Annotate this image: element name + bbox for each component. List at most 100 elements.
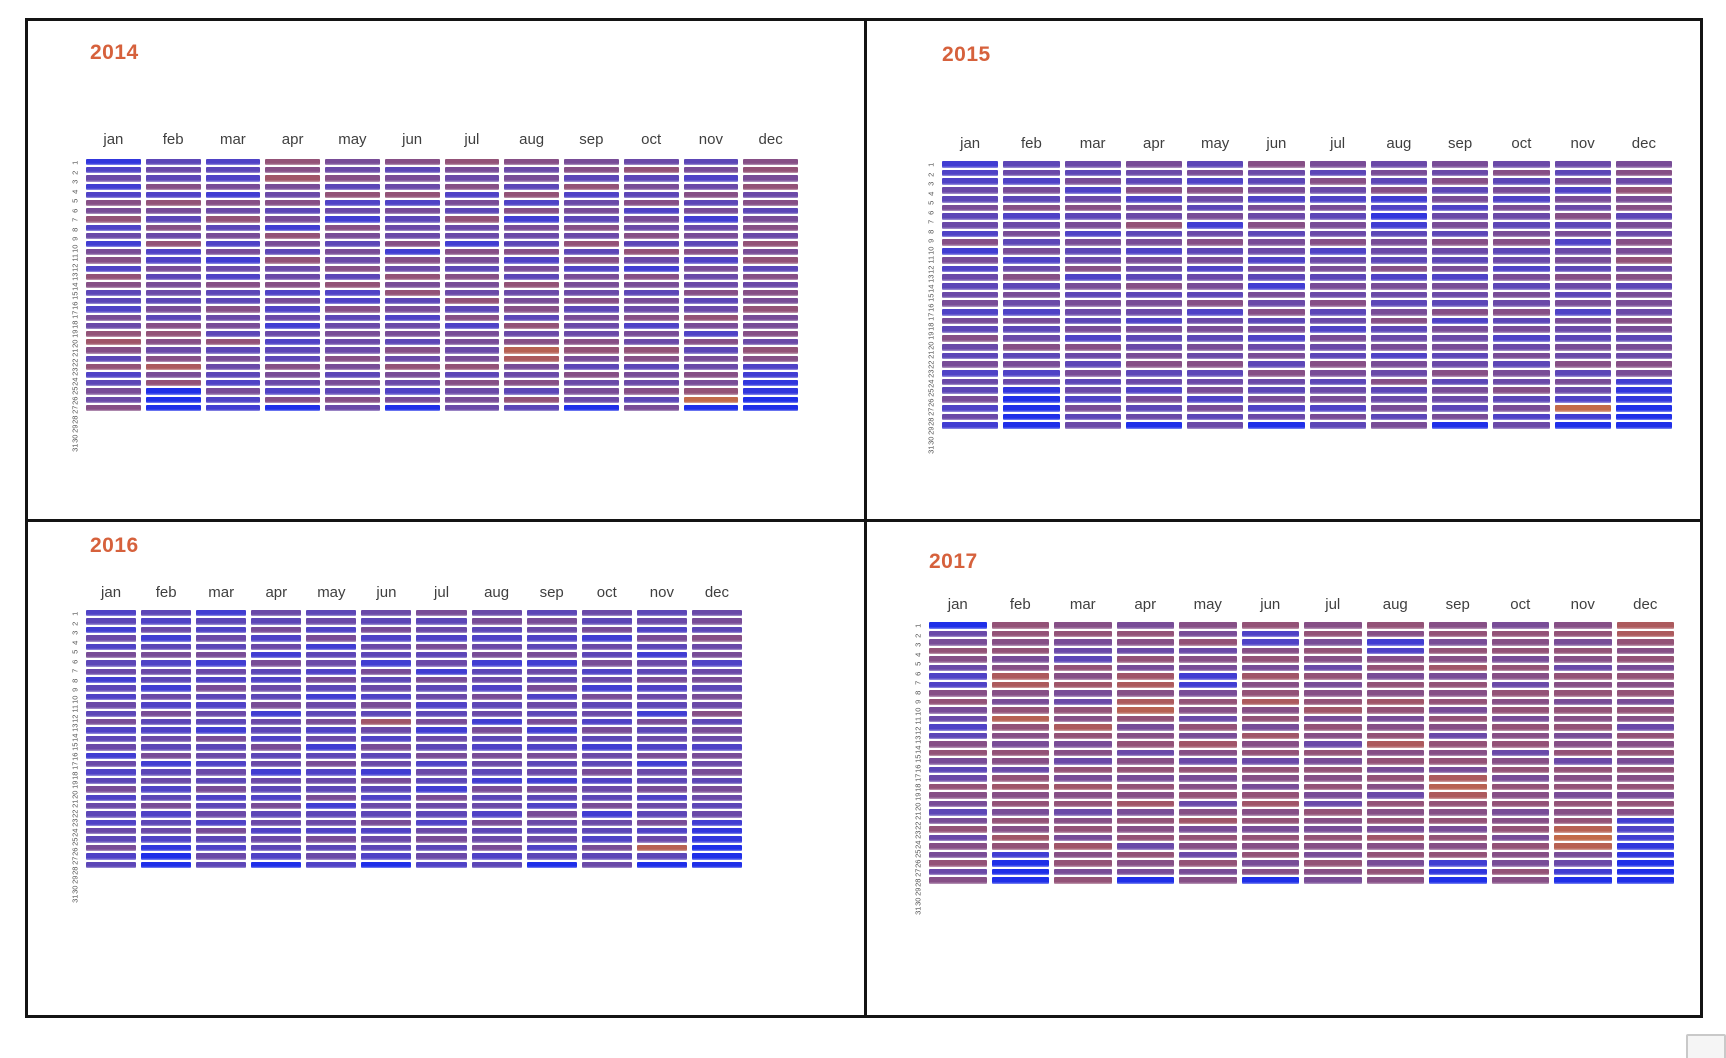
heatmap-cell bbox=[1241, 656, 1299, 663]
heatmap-cell bbox=[1248, 248, 1305, 255]
heatmap-cell bbox=[581, 643, 632, 650]
heatmap-cell bbox=[1429, 877, 1487, 884]
heatmap-cell bbox=[86, 836, 137, 843]
heatmap-cell bbox=[306, 643, 357, 650]
heatmap-cell bbox=[1554, 213, 1611, 220]
heatmap-cell bbox=[361, 727, 412, 734]
heatmap-cell bbox=[743, 224, 798, 231]
heatmap-cell bbox=[623, 175, 679, 182]
heatmap-cell bbox=[636, 777, 687, 785]
heatmap-cell bbox=[1003, 161, 1060, 168]
heatmap-cell bbox=[1241, 766, 1299, 774]
month-label: apr bbox=[1143, 135, 1165, 152]
heatmap-cell bbox=[1304, 860, 1362, 867]
heatmap-cell bbox=[581, 685, 632, 692]
heatmap-cell bbox=[1366, 630, 1424, 638]
heatmap-cell bbox=[1179, 707, 1237, 714]
heatmap-cell bbox=[86, 744, 137, 751]
heatmap-cell bbox=[471, 861, 522, 868]
heatmap-cell bbox=[1554, 792, 1612, 799]
heatmap-cell bbox=[265, 363, 320, 371]
heatmap-cell bbox=[196, 735, 247, 743]
heatmap-cell bbox=[384, 224, 440, 231]
heatmap-cell bbox=[86, 702, 137, 709]
heatmap-cell bbox=[306, 794, 357, 801]
heatmap-cell bbox=[1241, 698, 1299, 706]
month-label: mar bbox=[219, 131, 246, 148]
heatmap-cell bbox=[1003, 178, 1060, 186]
heatmap-cell bbox=[306, 769, 357, 776]
heatmap-cell bbox=[1241, 707, 1299, 714]
heatmap-cell bbox=[1366, 732, 1424, 740]
heatmap-cell bbox=[1125, 300, 1182, 308]
heatmap-cell bbox=[1554, 309, 1611, 316]
heatmap-cell bbox=[1187, 204, 1244, 212]
heatmap-cell bbox=[471, 752, 522, 759]
heatmap-cell bbox=[929, 732, 987, 740]
heatmap-cell bbox=[683, 265, 739, 272]
heatmap-cell bbox=[1054, 741, 1112, 748]
heatmap-cell bbox=[1187, 370, 1244, 377]
heatmap-cell bbox=[1554, 783, 1612, 791]
heatmap-cell bbox=[1366, 690, 1424, 697]
heatmap-cell bbox=[86, 298, 141, 305]
heatmap-cell bbox=[991, 690, 1049, 697]
heatmap-cell bbox=[1064, 343, 1121, 351]
heatmap-cell bbox=[942, 422, 999, 429]
heatmap-cell bbox=[1432, 221, 1489, 229]
heatmap-cell bbox=[325, 404, 380, 411]
heatmap-cell bbox=[1304, 826, 1362, 833]
heatmap-cell bbox=[1241, 877, 1299, 884]
heatmap-cell bbox=[471, 844, 522, 852]
heatmap-cell bbox=[251, 777, 302, 785]
heatmap-cell bbox=[564, 347, 619, 354]
heatmap-cell bbox=[196, 744, 247, 751]
heatmap-cell bbox=[1370, 161, 1427, 168]
heatmap-cell bbox=[265, 257, 320, 264]
heatmap-cell bbox=[86, 735, 137, 743]
heatmap-cell bbox=[929, 656, 987, 663]
month-axis-2017: jan feb mar apr may jun jul aug sep oct nov dec bbox=[929, 596, 1674, 613]
heatmap-cell bbox=[444, 388, 500, 395]
heatmap-cell bbox=[196, 618, 247, 625]
heatmap-cell bbox=[1241, 783, 1299, 791]
heatmap-cell bbox=[1304, 868, 1362, 876]
heatmap-cell bbox=[564, 290, 619, 297]
heatmap-cell bbox=[1366, 647, 1424, 655]
heatmap-cell bbox=[1491, 817, 1549, 825]
heatmap-cell bbox=[444, 331, 500, 338]
heatmap-cell bbox=[1125, 178, 1182, 186]
heatmap-cell bbox=[1116, 826, 1174, 833]
heatmap-cell bbox=[683, 306, 739, 313]
heatmap-cell bbox=[942, 335, 999, 342]
heatmap-cell bbox=[1309, 300, 1366, 308]
heatmap-cell bbox=[1554, 378, 1611, 386]
heatmap-cell bbox=[1615, 387, 1672, 395]
heatmap-cell bbox=[691, 853, 742, 860]
heatmap-cell bbox=[1116, 622, 1174, 629]
heatmap-cell bbox=[86, 727, 137, 734]
heatmap-cell bbox=[1429, 809, 1487, 816]
heatmap-cell bbox=[1493, 396, 1550, 403]
heatmap-cell bbox=[86, 208, 141, 215]
heatmap-cell bbox=[743, 396, 798, 403]
heatmap-cell bbox=[683, 355, 739, 362]
heatmap-cell bbox=[1248, 404, 1305, 412]
heatmap-cell bbox=[623, 273, 679, 280]
heatmap-cell bbox=[526, 819, 577, 827]
heatmap-cell bbox=[205, 355, 261, 362]
heatmap-cell bbox=[1370, 169, 1427, 177]
heatmap-cell bbox=[1554, 221, 1611, 229]
heatmap-cell bbox=[1054, 715, 1112, 723]
heatmap-cell bbox=[1241, 724, 1299, 731]
heatmap-cell bbox=[1554, 800, 1612, 808]
heatmap-cell bbox=[1432, 317, 1489, 325]
heatmap-cell bbox=[325, 298, 380, 305]
heatmap-cell bbox=[141, 819, 192, 827]
heatmap-cell bbox=[1493, 343, 1550, 351]
heatmap-cell bbox=[1304, 647, 1362, 655]
heatmap-cell bbox=[1616, 868, 1674, 876]
heatmap-cell bbox=[991, 783, 1049, 791]
heatmap-cell bbox=[1304, 800, 1362, 808]
heatmap-cell bbox=[265, 232, 320, 239]
